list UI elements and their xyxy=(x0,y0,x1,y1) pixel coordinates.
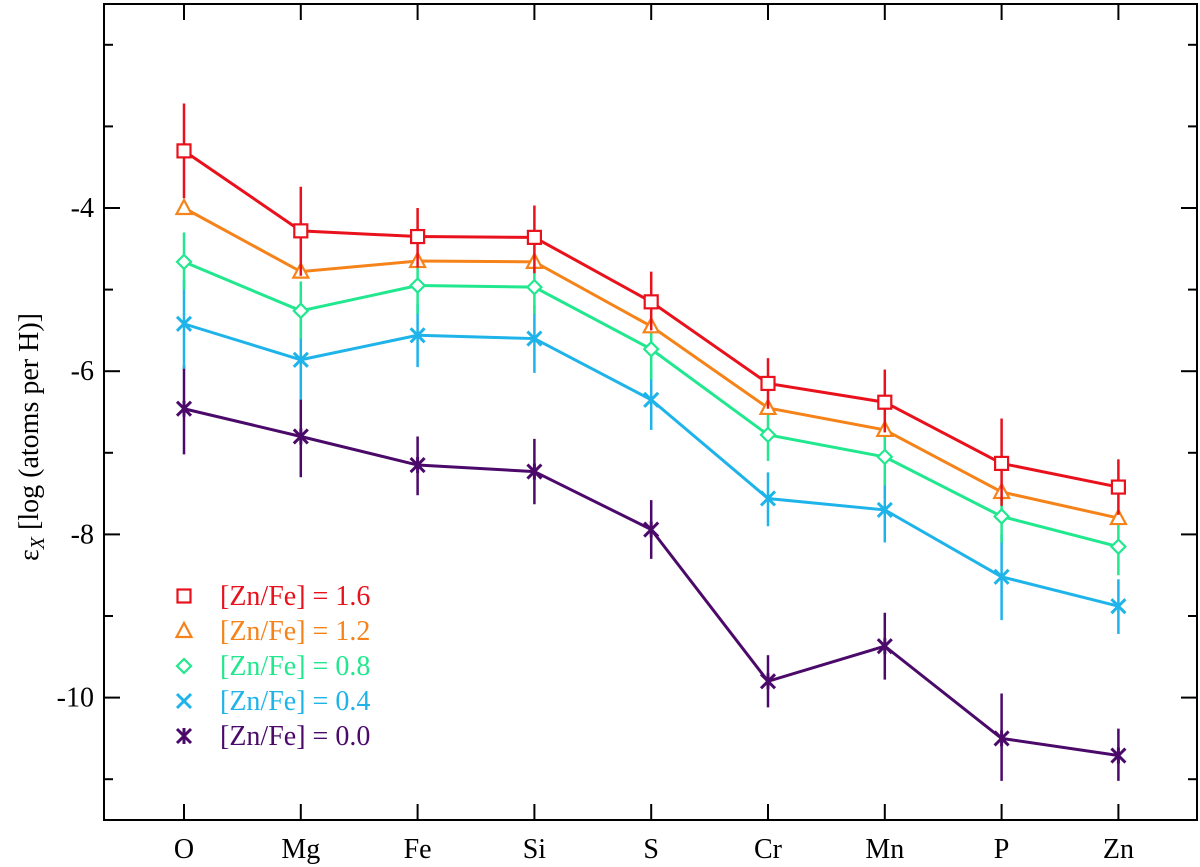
legend: [Zn/Fe] = 1.6 [Zn/Fe] = 1.2 [Zn/Fe] = 0.8 [… xyxy=(174,581,370,752)
marker-diamond xyxy=(292,302,310,320)
series xyxy=(175,365,1127,781)
x-tick-label: Mg xyxy=(281,834,320,865)
marker-star xyxy=(526,463,543,480)
marker-star xyxy=(993,730,1010,747)
x-tick-label: Si xyxy=(523,834,547,865)
legend-label: [Zn/Fe] = 0.0 xyxy=(220,721,370,752)
marker-square xyxy=(410,228,426,245)
legend-item: [Zn/Fe] = 1.2 xyxy=(174,616,370,647)
marker-square xyxy=(877,394,893,410)
marker-triangle xyxy=(174,620,194,639)
marker-diamond xyxy=(175,253,193,271)
legend-item: [Zn/Fe] = 1.6 xyxy=(176,581,370,612)
marker-star xyxy=(175,400,193,417)
x-tick-label: P xyxy=(994,834,1010,865)
x-tick-label: Fe xyxy=(404,834,432,865)
legend-item: [Zn/Fe] = 0.8 xyxy=(175,651,370,682)
marker-diamond xyxy=(525,278,543,296)
y-tick-label: -10 xyxy=(57,683,94,714)
legend-label: [Zn/Fe] = 0.8 xyxy=(220,651,370,682)
x-tick-label: Zn xyxy=(1103,834,1134,865)
marker-x xyxy=(1110,598,1127,615)
y-axis-label: εX [log (atoms per H)] xyxy=(14,313,49,561)
marker-square xyxy=(176,588,192,604)
marker-square xyxy=(526,229,543,245)
legend-item: [Zn/Fe] = 0.4 xyxy=(175,686,370,717)
marker-square xyxy=(643,294,659,310)
marker-diamond xyxy=(642,340,660,358)
marker-diamond xyxy=(876,448,894,466)
series xyxy=(175,279,1127,634)
marker-star xyxy=(759,673,777,690)
marker-star xyxy=(292,428,309,445)
marker-x xyxy=(526,330,543,347)
y-tick-label: -6 xyxy=(71,356,94,387)
x-tick-label: O xyxy=(174,834,194,865)
marker-x xyxy=(175,315,193,332)
x-tick-label: Mn xyxy=(865,834,904,865)
marker-square xyxy=(1110,479,1127,495)
marker-star xyxy=(1110,747,1127,764)
marker-x xyxy=(292,351,309,368)
marker-square xyxy=(760,375,776,392)
y-tick-label: -8 xyxy=(71,519,94,550)
y-tick-label: -4 xyxy=(71,193,94,224)
x-tick-label: S xyxy=(643,834,659,865)
marker-x xyxy=(759,490,777,507)
marker-square xyxy=(993,455,1010,472)
marker-diamond xyxy=(175,657,193,675)
marker-star xyxy=(876,638,893,655)
marker-diamond xyxy=(409,276,427,295)
marker-x xyxy=(175,692,193,710)
marker-diamond xyxy=(1109,538,1127,556)
marker-x xyxy=(409,327,426,344)
legend-item: [Zn/Fe] = 0.0 xyxy=(175,721,370,752)
marker-triangle xyxy=(174,197,194,216)
series-group xyxy=(174,103,1128,781)
marker-star xyxy=(175,727,193,745)
marker-diamond xyxy=(993,507,1011,526)
series xyxy=(176,103,1127,515)
axes: -4 -6 -8 -10 O Mg Fe Si S Cr Mn P Zn xyxy=(57,3,1198,865)
legend-label: [Zn/Fe] = 1.2 xyxy=(220,616,370,647)
x-tick-label: Cr xyxy=(754,834,783,865)
marker-square xyxy=(176,143,192,159)
marker-x xyxy=(876,501,893,518)
marker-x xyxy=(993,568,1010,585)
legend-label: [Zn/Fe] = 1.6 xyxy=(220,581,370,612)
marker-triangle xyxy=(1109,507,1128,526)
marker-square xyxy=(293,223,309,239)
legend-label: [Zn/Fe] = 0.4 xyxy=(220,686,370,717)
marker-x xyxy=(643,391,660,408)
marker-star xyxy=(409,456,426,474)
marker-diamond xyxy=(759,426,777,444)
marker-star xyxy=(643,521,660,538)
